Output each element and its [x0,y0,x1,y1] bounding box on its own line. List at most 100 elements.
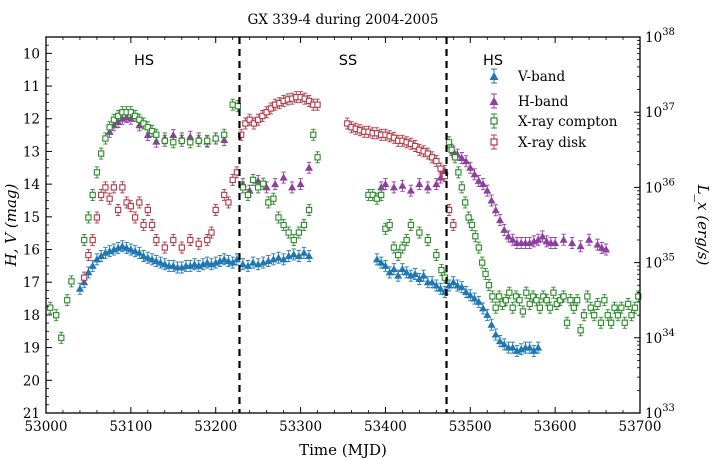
x-ray-compton-point [465,211,472,224]
x-ray-compton-point [399,241,406,254]
h-band-point [508,233,517,246]
x-ray-disk-point [153,234,160,246]
v-band-point [436,282,445,295]
v-band-point [419,269,428,282]
x-ray-compton-point [204,134,211,147]
h-band-point [462,155,471,168]
v-band-point [385,266,394,279]
x-ray-disk-point [259,110,266,122]
x-ray-disk-point [170,234,177,246]
x-ray-compton-point [604,309,611,322]
x-ray-disk-point [212,204,219,216]
x-ray-compton-point [305,204,313,216]
v-band-point [135,246,144,259]
v-band-point [126,243,135,256]
x-ray-compton-point [550,286,557,299]
v-band-point [97,250,106,263]
v-band-point [131,245,140,258]
x-ray-compton-point [631,301,639,314]
x-ray-compton-point [386,219,393,231]
v-band-point [232,253,241,266]
h-band-point [597,241,606,254]
x-ray-compton-point [591,309,598,322]
x-ray-compton-point [102,132,109,145]
x-ray-compton-point [485,279,493,292]
v-band-point [75,282,84,295]
x-ray-compton-point [144,121,151,134]
v-band-point [529,344,538,357]
v-band-point [160,258,169,271]
h-band-point [296,178,305,191]
x-ray-compton-point [618,301,625,314]
v-band-point [491,328,500,341]
h-band-point [262,181,271,194]
x-ray-disk-point [403,136,410,149]
x-ray-compton-point [492,301,499,314]
v-band-point [470,292,479,305]
x-ray-disk-point [221,188,228,201]
x-ray-compton-point [265,196,272,209]
x-ray-compton-point [98,147,105,160]
x-ray-compton-point [170,136,177,149]
v-band-point [143,251,152,264]
x-ray-compton-point [438,264,445,277]
v-band-point [474,295,483,308]
state-label-1: HS [134,53,154,69]
x-tick-label: 53000 [25,419,68,435]
x-ray-disk-point [369,127,376,140]
y-right-tick-label: 1033 [645,403,675,422]
x-ray-disk-point [428,151,436,164]
v-band-point [203,256,212,269]
state-label-3: HS [483,53,503,69]
v-band-point [152,255,161,267]
v-band-point [398,263,407,276]
x-ray-compton-point [275,211,282,224]
x-tick-label: 53300 [279,419,322,435]
h-band-point [500,223,509,236]
x-ray-compton-point [563,316,571,329]
legend-x-ray-disk-marker [490,134,498,150]
x-ray-disk-point [450,219,457,231]
legend-h-band-marker [489,93,499,109]
x-ray-compton-point [93,166,101,179]
x-ray-compton-point [624,298,632,310]
x-ray-compton-point [382,222,389,235]
v-band-point [453,279,462,292]
x-ray-disk-point [225,196,232,209]
x-ray-compton-point [416,226,423,239]
h-band-point [288,181,297,194]
y-left-tick-label: 12 [23,112,40,128]
x-ray-compton-point [587,301,594,314]
x-ray-disk-point [106,192,113,205]
x-ray-compton-point [499,298,506,310]
x-ray-compton-point [424,234,432,246]
v-band-point [122,241,131,254]
legend-x-ray-disk-label: X-ray disk [518,135,587,151]
x-ray-compton-point [407,219,415,231]
x-ray-compton-point [462,196,469,209]
y-axis-right-title: L_x (erg/s) [694,184,712,266]
x-ray-compton-point [290,234,297,246]
x-ray-compton-point [136,113,143,126]
x-ray-disk-point [314,98,321,111]
x-ray-compton-point [310,128,317,141]
h-band-point [534,233,543,246]
v-band-point [243,259,252,272]
x-ray-disk-point [254,113,262,126]
x-ray-compton-point [244,188,252,201]
x-ray-compton-point [621,316,628,329]
y-left-tick-label: 20 [23,373,40,389]
y-right-tick-label: 1035 [645,253,675,272]
state-label-2: SS [339,53,357,69]
x-ray-compton-point [81,234,88,246]
legend-h-band-label: H-band [518,94,569,110]
x-ray-compton-point [536,301,544,314]
legend-x-ray-compton-marker [490,113,498,129]
x-ray-disk-point [98,188,105,201]
x-ray-compton-point [448,143,455,156]
y-right-tick-label: 1036 [645,177,675,196]
v-band-point [190,258,199,271]
x-ray-compton-point [543,294,550,307]
v-band-point [500,338,509,351]
